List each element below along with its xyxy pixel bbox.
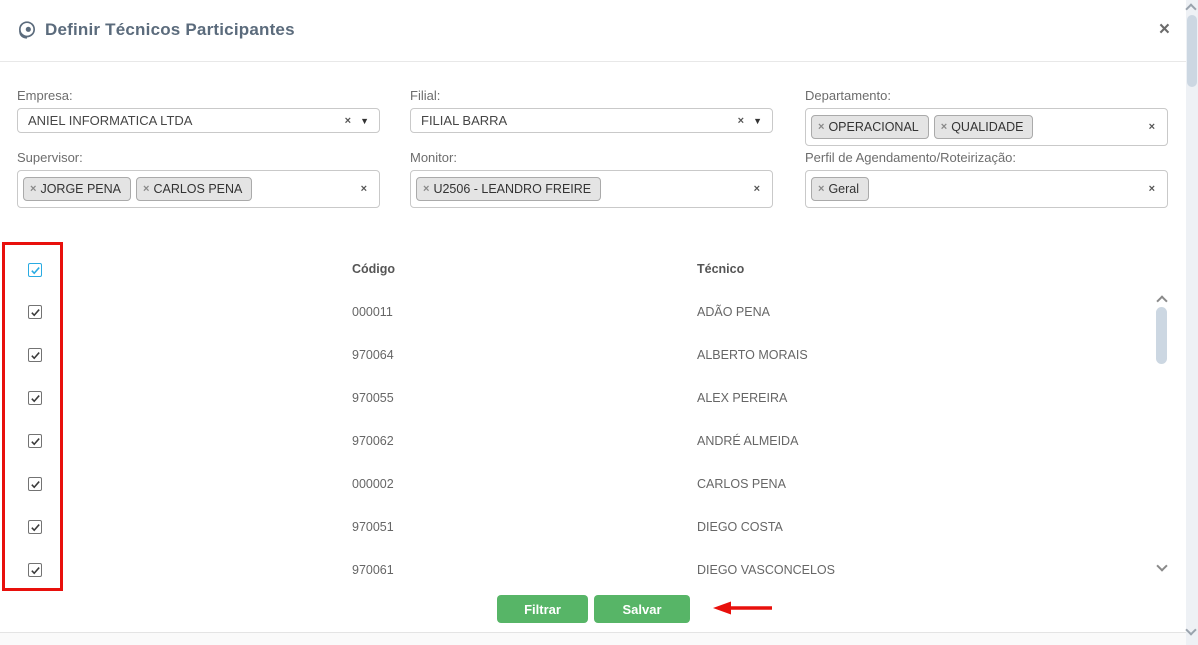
row-checkbox[interactable] <box>28 477 42 491</box>
header-divider <box>0 61 1186 62</box>
field-supervisor: Supervisor: × JORGE PENA × CARLOS PENA × <box>17 150 380 208</box>
tag-operacional: × OPERACIONAL <box>811 115 929 139</box>
row-name: DIEGO COSTA <box>697 520 783 534</box>
tag-remove-icon[interactable]: × <box>30 182 37 195</box>
filial-clear-icon[interactable]: × <box>737 114 745 127</box>
list-scrollbar-thumb[interactable] <box>1156 307 1167 364</box>
row-checkbox[interactable] <box>28 434 42 448</box>
annotation-arrow-icon <box>713 601 772 615</box>
supervisor-label: Supervisor: <box>17 150 83 165</box>
table-row: 970064 ALBERTO MORAIS <box>0 348 1150 366</box>
select-all-checkbox[interactable] <box>28 263 42 277</box>
filial-select[interactable]: FILIAL BARRA × ▼ <box>410 108 773 133</box>
row-name: ALEX PEREIRA <box>697 391 788 405</box>
table-row: 000002 CARLOS PENA <box>0 477 1150 495</box>
monitor-label: Monitor: <box>410 150 457 165</box>
empresa-caret-icon[interactable]: ▼ <box>360 115 369 126</box>
empresa-label: Empresa: <box>17 88 73 103</box>
salvar-button[interactable]: Salvar <box>594 595 690 623</box>
empresa-clear-icon[interactable]: × <box>344 114 352 127</box>
field-empresa: Empresa: ANIEL INFORMATICA LTDA × ▼ <box>17 88 380 133</box>
tag-label: U2506 - LEANDRO FREIRE <box>433 182 592 196</box>
row-name: ADÃO PENA <box>697 305 770 319</box>
tag-remove-icon[interactable]: × <box>143 182 150 195</box>
page-scrollbar[interactable] <box>1185 0 1198 645</box>
footer-strip <box>0 632 1186 645</box>
row-checkbox[interactable] <box>28 391 42 405</box>
filial-label: Filial: <box>410 88 441 103</box>
close-icon[interactable]: × <box>1158 19 1170 40</box>
perfil-multiselect[interactable]: × Geral × <box>805 170 1168 208</box>
tag-carlos-pena: × CARLOS PENA <box>136 177 253 201</box>
field-monitor: Monitor: × U2506 - LEANDRO FREIRE × <box>410 150 773 208</box>
modal-title: Definir Técnicos Participantes <box>45 20 295 39</box>
departamento-multiselect[interactable]: × OPERACIONAL × QUALIDADE × <box>805 108 1168 146</box>
modal-header: Definir Técnicos Participantes <box>17 20 295 40</box>
row-code: 970064 <box>352 348 394 362</box>
monitor-clear-icon[interactable]: × <box>753 183 760 195</box>
tag-remove-icon[interactable]: × <box>423 182 430 195</box>
empresa-select[interactable]: ANIEL INFORMATICA LTDA × ▼ <box>17 108 380 133</box>
tag-remove-icon[interactable]: × <box>940 120 948 133</box>
column-header-codigo: Código <box>352 262 396 276</box>
tag-remove-icon[interactable]: × <box>818 182 825 195</box>
row-code: 000011 <box>352 305 393 319</box>
filial-value: FILIAL BARRA <box>421 113 508 128</box>
row-code: 970061 <box>352 563 394 577</box>
perfil-clear-icon[interactable]: × <box>1148 183 1155 195</box>
tag-qualidade: × QUALIDADE <box>933 115 1034 139</box>
departamento-label: Departamento: <box>805 88 891 103</box>
filial-caret-icon[interactable]: ▼ <box>753 115 762 126</box>
field-filial: Filial: FILIAL BARRA × ▼ <box>410 88 773 133</box>
row-name: DIEGO VASCONCELOS <box>697 563 835 577</box>
tag-label: CARLOS PENA <box>153 182 243 196</box>
row-checkbox[interactable] <box>28 305 42 319</box>
tag-label: JORGE PENA <box>40 182 122 196</box>
annotation-rect <box>2 242 63 591</box>
tag-geral: × Geral <box>811 177 870 201</box>
row-code: 970062 <box>352 434 394 448</box>
tag-leandro-freire: × U2506 - LEANDRO FREIRE <box>416 177 602 201</box>
monitor-multiselect[interactable]: × U2506 - LEANDRO FREIRE × <box>410 170 773 208</box>
table-header-row: Código Técnico <box>0 262 1150 280</box>
row-name: CARLOS PENA <box>697 477 786 491</box>
field-departamento: Departamento: × OPERACIONAL × QUALIDADE … <box>805 88 1168 146</box>
row-checkbox[interactable] <box>28 520 42 534</box>
list-scroll-up-icon[interactable] <box>1156 295 1168 307</box>
row-code: 970055 <box>352 391 394 405</box>
list-scroll-down-icon[interactable] <box>1156 560 1168 572</box>
tag-remove-icon[interactable]: × <box>818 120 825 133</box>
supervisor-clear-icon[interactable]: × <box>360 183 367 195</box>
row-checkbox[interactable] <box>28 563 42 577</box>
page-scroll-up-icon[interactable] <box>1185 3 1197 15</box>
table-row: 970051 DIEGO COSTA <box>0 520 1150 538</box>
table-row: 970055 ALEX PEREIRA <box>0 391 1150 409</box>
field-perfil: Perfil de Agendamento/Roteirização: × Ge… <box>805 150 1168 208</box>
filtrar-button[interactable]: Filtrar <box>497 595 588 623</box>
tag-label: QUALIDADE <box>951 120 1024 134</box>
supervisor-multiselect[interactable]: × JORGE PENA × CARLOS PENA × <box>17 170 380 208</box>
tag-jorge-pena: × JORGE PENA <box>23 177 132 201</box>
tag-label: Geral <box>828 182 860 196</box>
support-headset-icon <box>17 20 37 40</box>
column-header-tecnico: Técnico <box>697 262 745 276</box>
row-code: 000002 <box>352 477 394 491</box>
departamento-clear-icon[interactable]: × <box>1148 121 1155 133</box>
row-name: ANDRÉ ALMEIDA <box>697 434 799 448</box>
row-name: ALBERTO MORAIS <box>697 348 808 362</box>
page-scrollbar-thumb[interactable] <box>1187 15 1197 87</box>
row-code: 970051 <box>352 520 394 534</box>
table-row: 000011 ADÃO PENA <box>0 305 1150 323</box>
row-checkbox[interactable] <box>28 348 42 362</box>
table-row: 970061 DIEGO VASCONCELOS <box>0 563 1150 581</box>
page-scroll-down-icon[interactable] <box>1185 624 1197 636</box>
perfil-label: Perfil de Agendamento/Roteirização: <box>805 150 1017 165</box>
table-row: 970062 ANDRÉ ALMEIDA <box>0 434 1150 452</box>
empresa-value: ANIEL INFORMATICA LTDA <box>28 113 193 128</box>
tag-label: OPERACIONAL <box>828 120 919 134</box>
